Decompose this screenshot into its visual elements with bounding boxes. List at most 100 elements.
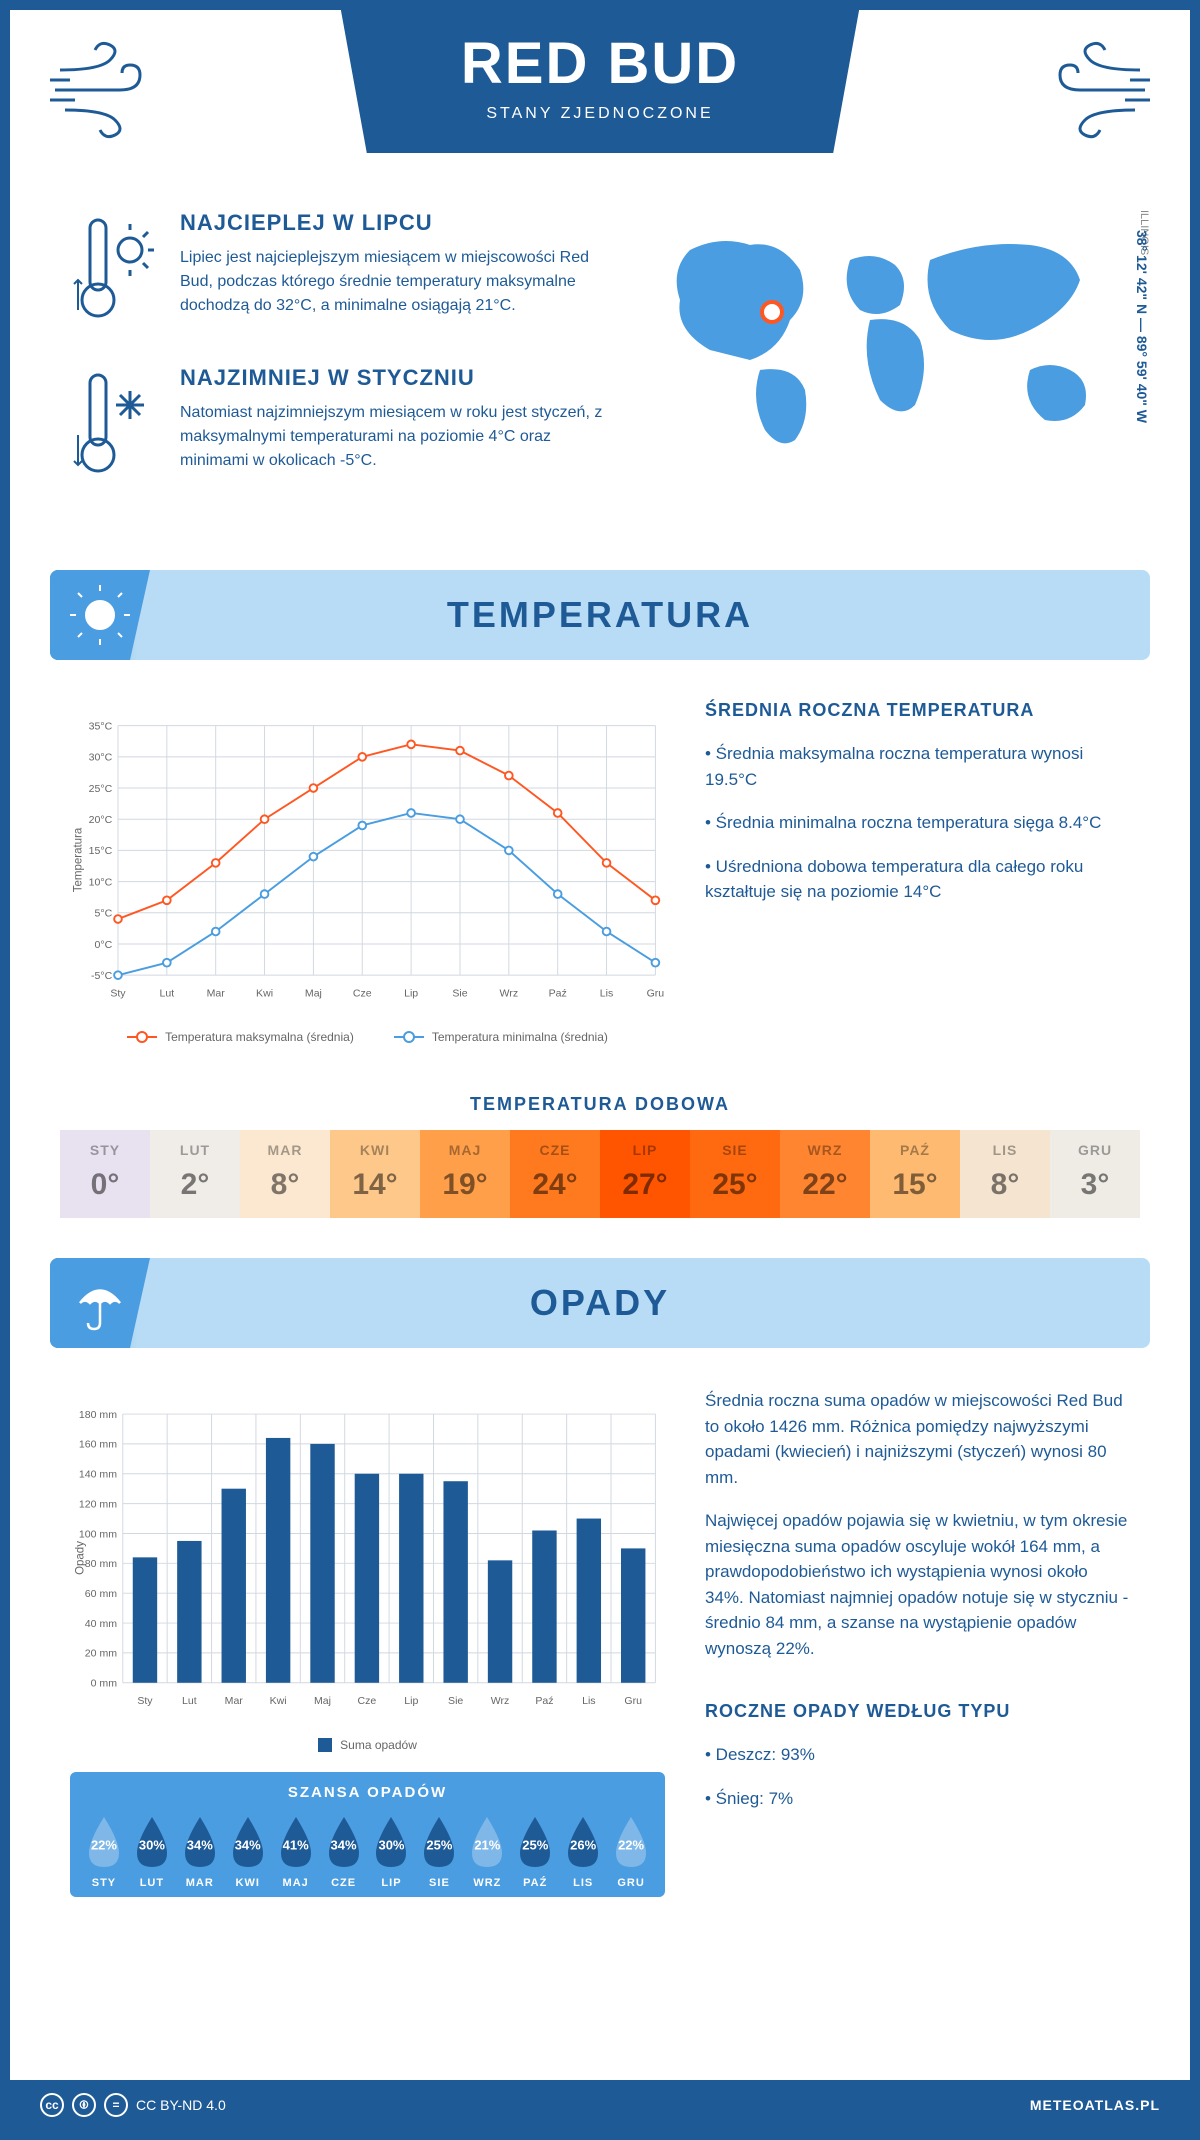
daily-temp-grid: STY0°LUT2°MAR8°KWI14°MAJ19°CZE24°LIP27°S… (60, 1130, 1140, 1218)
svg-text:60 mm: 60 mm (85, 1588, 117, 1600)
chance-title: SZANSA OPADÓW (80, 1784, 655, 1801)
precip-type-heading: ROCZNE OPADY WEDŁUG TYPU (705, 1701, 1130, 1722)
raindrop-icon: 22% (608, 1813, 654, 1871)
hottest-title: NAJCIEPLEJ W LIPCU (180, 210, 610, 236)
svg-text:Temperatura: Temperatura (73, 827, 85, 892)
chance-value: 34% (235, 1838, 261, 1853)
svg-text:20 mm: 20 mm (85, 1648, 117, 1660)
raindrop-icon: 22% (81, 1813, 127, 1871)
world-map-box: ILLINOIS 38° 12' 42" N — 89° 59' 40" W (650, 210, 1130, 520)
daily-temp-cell: MAR 8° (240, 1130, 330, 1218)
svg-text:30°C: 30°C (89, 752, 113, 764)
chance-cell: 22% STY (80, 1813, 128, 1889)
precip-type-bullet: • Śnieg: 7% (705, 1786, 1130, 1812)
chance-cell: 26% LIS (559, 1813, 607, 1889)
svg-text:Lut: Lut (160, 987, 175, 999)
temperature-line-chart: -5°C0°C5°C10°C15°C20°C25°C30°C35°CStyLut… (70, 700, 665, 1044)
chance-cell: 41% MAJ (272, 1813, 320, 1889)
coldest-title: NAJZIMNIEJ W STYCZNIU (180, 365, 610, 391)
daily-temp-cell: LIP27° (600, 1130, 690, 1218)
svg-text:Wrz: Wrz (500, 987, 519, 999)
svg-text:Sie: Sie (448, 1695, 463, 1707)
svg-text:180 mm: 180 mm (79, 1409, 117, 1421)
temperature-legend: Temperatura maksymalna (średnia)Temperat… (70, 1030, 665, 1044)
thermometer-hot-icon (70, 210, 160, 335)
daily-value: 22° (784, 1168, 866, 1202)
svg-text:Kwi: Kwi (256, 987, 273, 999)
svg-text:Lis: Lis (600, 987, 613, 999)
svg-text:15°C: 15°C (89, 845, 113, 857)
daily-month: SIE (694, 1142, 776, 1158)
chance-cell: 22% GRU (607, 1813, 655, 1889)
coldest-block: NAJZIMNIEJ W STYCZNIU Natomiast najzimni… (70, 365, 610, 490)
wind-icon (1030, 40, 1150, 140)
chance-cell: 30% LIP (368, 1813, 416, 1889)
temperature-heading: TEMPERATURA (150, 594, 1150, 636)
raindrop-icon: 21% (464, 1813, 510, 1871)
temp-info-bullet: • Średnia maksymalna roczna temperatura … (705, 741, 1130, 792)
hottest-block: NAJCIEPLEJ W LIPCU Lipiec jest najcieple… (70, 210, 610, 335)
svg-text:10°C: 10°C (89, 876, 113, 888)
daily-temp-cell: CZE24° (510, 1130, 600, 1218)
daily-value: 19° (424, 1168, 506, 1202)
svg-text:Sty: Sty (137, 1695, 153, 1707)
svg-text:Sty: Sty (110, 987, 126, 999)
svg-text:35°C: 35°C (89, 720, 113, 732)
wind-icon (50, 40, 170, 140)
chance-cell: 25% PAŹ (511, 1813, 559, 1889)
precip-para-2: Najwięcej opadów pojawia się w kwietniu,… (705, 1508, 1130, 1661)
chance-value: 30% (139, 1838, 165, 1853)
svg-text:40 mm: 40 mm (85, 1618, 117, 1630)
svg-text:Paź: Paź (549, 987, 567, 999)
nd-icon: = (104, 2093, 128, 2117)
precip-legend: Suma opadów (70, 1738, 665, 1752)
coldest-text: Natomiast najzimniejszym miesiącem w rok… (180, 401, 610, 473)
hottest-text: Lipiec jest najcieplejszym miesiącem w m… (180, 246, 610, 318)
temperature-section-header: TEMPERATURA (50, 570, 1150, 660)
daily-month: WRZ (784, 1142, 866, 1158)
daily-temp-cell: KWI14° (330, 1130, 420, 1218)
svg-text:80 mm: 80 mm (85, 1558, 117, 1570)
precipitation-section-header: OPADY (50, 1258, 1150, 1348)
chance-value: 25% (522, 1838, 548, 1853)
daily-month: KWI (334, 1142, 416, 1158)
svg-text:Paź: Paź (535, 1695, 553, 1707)
by-icon: 🅯 (72, 2093, 96, 2117)
raindrop-icon: 41% (273, 1813, 319, 1871)
world-map (650, 210, 1130, 470)
svg-text:-5°C: -5°C (91, 970, 113, 982)
sun-icon (50, 570, 150, 660)
daily-temp-title: TEMPERATURA DOBOWA (10, 1094, 1190, 1115)
daily-value: 8° (244, 1168, 326, 1202)
chance-value: 34% (331, 1838, 357, 1853)
chance-cell: 34% CZE (320, 1813, 368, 1889)
daily-value: 0° (64, 1168, 146, 1202)
svg-text:Lis: Lis (582, 1695, 595, 1707)
svg-text:0 mm: 0 mm (91, 1678, 118, 1690)
daily-temp-cell: GRU3° (1050, 1130, 1140, 1218)
chance-cell: 34% KWI (224, 1813, 272, 1889)
svg-text:Lip: Lip (404, 1695, 418, 1707)
chance-value: 21% (474, 1838, 500, 1853)
precip-legend-label: Suma opadów (340, 1738, 417, 1752)
raindrop-icon: 34% (225, 1813, 271, 1871)
svg-text:Cze: Cze (353, 987, 372, 999)
footer: cc 🅯 = CC BY-ND 4.0 METEOATLAS.PL (10, 2080, 1190, 2130)
svg-text:0°C: 0°C (95, 939, 113, 951)
license-text: CC BY-ND 4.0 (136, 2097, 226, 2113)
legend-item: Temperatura minimalna (średnia) (394, 1030, 608, 1044)
chance-value: 34% (187, 1838, 213, 1853)
svg-text:140 mm: 140 mm (79, 1469, 117, 1481)
daily-temp-cell: MAJ 19° (420, 1130, 510, 1218)
daily-month: MAR (244, 1142, 326, 1158)
raindrop-icon: 25% (416, 1813, 462, 1871)
cc-icon: cc (40, 2093, 64, 2117)
chance-cell: 30% LUT (128, 1813, 176, 1889)
temp-info-bullet: • Średnia minimalna roczna temperatura s… (705, 810, 1130, 836)
precipitation-info: Średnia roczna suma opadów w miejscowośc… (705, 1388, 1130, 1897)
page-subtitle: STANY ZJEDNOCZONE (461, 105, 739, 123)
chance-value: 26% (570, 1838, 596, 1853)
temp-info-bullet: • Uśredniona dobowa temperatura dla całe… (705, 854, 1130, 905)
daily-month: MAJ (424, 1142, 506, 1158)
svg-text:Lip: Lip (404, 987, 418, 999)
